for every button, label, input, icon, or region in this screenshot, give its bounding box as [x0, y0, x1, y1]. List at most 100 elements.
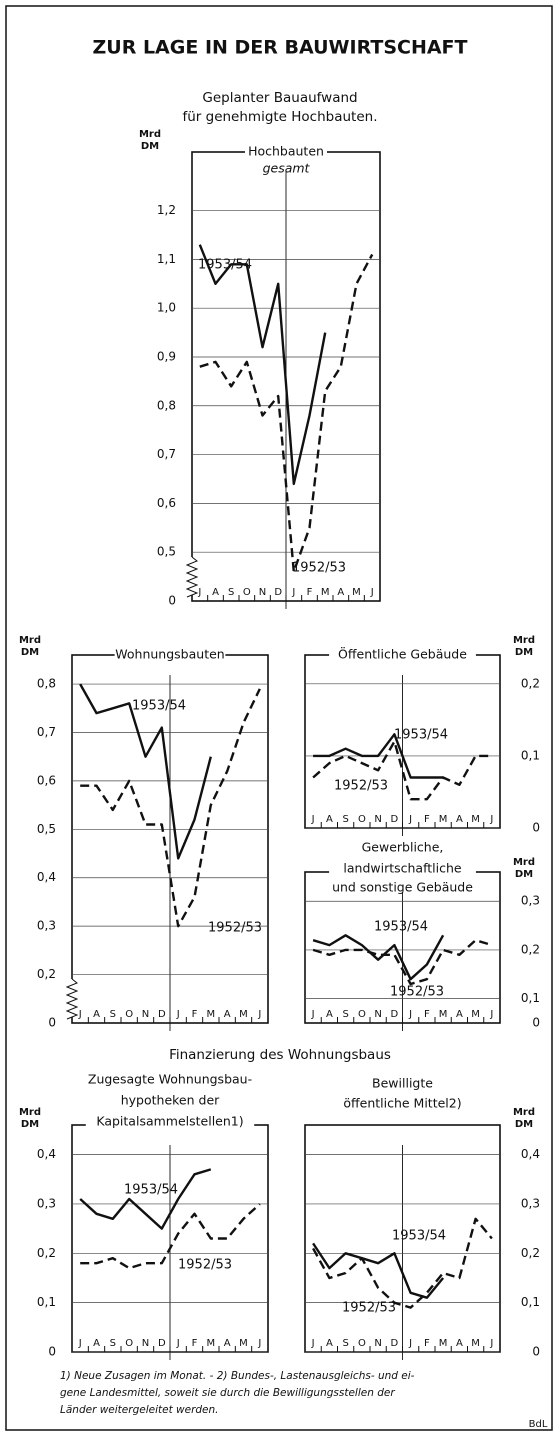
x-tick-label: N: [142, 1338, 149, 1349]
x-tick-label: M: [321, 587, 330, 598]
x-tick-label: J: [489, 814, 493, 825]
x-tick-label: O: [358, 1338, 366, 1349]
x-tick-label: M: [471, 1338, 480, 1349]
y-unit: Mrd: [513, 1107, 535, 1118]
x-tick-label: D: [158, 1338, 166, 1349]
x-tick-label: S: [342, 1338, 348, 1349]
x-tick-label: A: [212, 587, 219, 598]
x-tick-label: A: [326, 814, 333, 825]
y-tick-label: 0,3: [521, 1196, 540, 1210]
y-tick-label: 1,0: [157, 301, 176, 315]
series-line: [79, 1168, 212, 1230]
x-tick-label: M: [471, 814, 480, 825]
y-tick-label: 0,7: [157, 447, 176, 461]
x-tick-label: J: [408, 1009, 412, 1020]
title-knockout: [329, 647, 476, 663]
series-line: [198, 244, 327, 486]
x-tick-label: M: [352, 587, 361, 598]
series-label: 1952/53: [292, 561, 346, 576]
x-tick-label: S: [110, 1338, 116, 1349]
x-tick-label: M: [439, 1338, 448, 1349]
y-unit: DM: [515, 647, 533, 658]
x-tick-label: A: [224, 1338, 231, 1349]
x-tick-label: J: [78, 1009, 82, 1020]
chart-title: Hochbauten: [248, 144, 324, 159]
x-tick-label: S: [342, 814, 348, 825]
series-line: [312, 1217, 493, 1309]
x-tick-label: A: [337, 587, 344, 598]
chart-title: hypotheken der: [121, 1093, 220, 1108]
x-tick-label: O: [358, 814, 366, 825]
y-tick-label: 0,5: [37, 822, 56, 836]
title-knockout: [329, 861, 476, 877]
chart-title: Gewerbliche,: [362, 840, 444, 855]
y-tick-label: 0,4: [37, 1147, 56, 1161]
series-line: [312, 934, 445, 981]
x-tick-label: S: [110, 1009, 116, 1020]
title-knockout: [245, 144, 327, 160]
x-tick-label: A: [326, 1338, 333, 1349]
x-tick-label: F: [192, 1009, 198, 1020]
footnote: 1) Neue Zusagen im Monat. - 2) Bundes-, …: [60, 1370, 415, 1382]
y-unit: Mrd: [139, 129, 161, 140]
series-line: [79, 683, 212, 860]
x-tick-label: F: [424, 1009, 430, 1020]
x-tick-label: J: [311, 1009, 315, 1020]
y-unit: Mrd: [19, 1107, 41, 1118]
y-unit: DM: [21, 1119, 39, 1130]
y-baseline-label: 0: [48, 1016, 56, 1030]
x-tick-label: D: [391, 1009, 399, 1020]
x-tick-label: N: [374, 814, 381, 825]
x-tick-label: J: [257, 1338, 261, 1349]
x-tick-label: J: [489, 1338, 493, 1349]
x-tick-label: F: [424, 1338, 430, 1349]
x-tick-label: A: [93, 1009, 100, 1020]
x-tick-label: J: [257, 1009, 261, 1020]
x-tick-label: J: [370, 587, 374, 598]
x-tick-label: O: [125, 1009, 133, 1020]
x-tick-label: M: [239, 1338, 248, 1349]
y-tick-label: 0,5: [157, 545, 176, 559]
section-title: Finanzierung des Wohnungsbaus: [169, 1047, 391, 1063]
series-label: 1953/54: [394, 728, 448, 743]
x-tick-label: D: [391, 1338, 399, 1349]
chart-title: öffentliche Mittel2): [343, 1096, 461, 1111]
axis-break-gap: [190, 557, 194, 595]
x-tick-label: J: [291, 587, 295, 598]
x-tick-label: O: [243, 587, 251, 598]
x-tick-label: J: [408, 814, 412, 825]
series-label: 1953/54: [198, 258, 252, 273]
y-tick-label: 1,2: [157, 203, 176, 217]
chart-title: Öffentliche Gebäude: [338, 646, 467, 662]
y-tick-label: 1,1: [157, 252, 176, 266]
y-tick-label: 0: [532, 1345, 540, 1359]
x-tick-label: M: [207, 1009, 216, 1020]
x-tick-label: A: [224, 1009, 231, 1020]
x-tick-label: N: [374, 1338, 381, 1349]
x-tick-label: S: [228, 587, 234, 598]
y-tick-label: 0,2: [37, 1246, 56, 1260]
y-tick-label: 0,6: [157, 496, 176, 510]
y-tick-label: 0,2: [521, 1246, 540, 1260]
chart-title: Zugesagte Wohnungsbau-: [88, 1072, 252, 1087]
title-knockout: [114, 647, 226, 663]
y-tick-label: 0: [48, 1345, 56, 1359]
y-tick-label: 0,2: [37, 967, 56, 981]
x-tick-label: D: [391, 814, 399, 825]
x-tick-label: M: [439, 814, 448, 825]
x-tick-label: F: [307, 587, 313, 598]
series-label: 1953/54: [392, 1229, 446, 1244]
chart-title: und sonstige Gebäude: [332, 880, 473, 895]
x-tick-label: J: [311, 814, 315, 825]
y-tick-label: 0,1: [521, 1295, 540, 1309]
axis-break-gap: [70, 979, 74, 1017]
x-tick-label: A: [456, 814, 463, 825]
x-tick-label: O: [125, 1338, 133, 1349]
x-tick-label: M: [239, 1009, 248, 1020]
x-tick-label: J: [408, 1338, 412, 1349]
x-tick-label: M: [207, 1338, 216, 1349]
x-tick-label: J: [78, 1338, 82, 1349]
y-unit: Mrd: [513, 635, 535, 646]
